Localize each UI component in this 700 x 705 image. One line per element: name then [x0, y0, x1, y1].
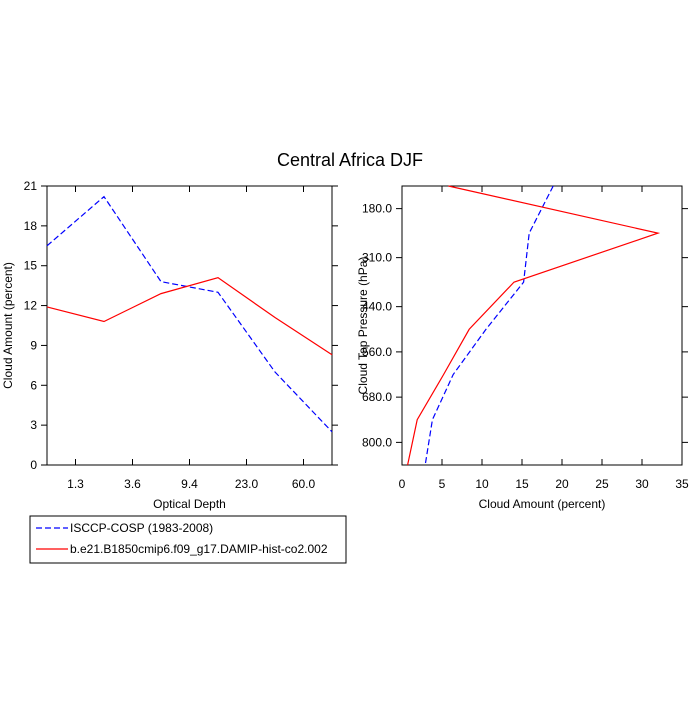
x-tick-label: 0 [399, 477, 406, 491]
plot-frame [46, 185, 333, 466]
y-tick-label: 800.0 [362, 435, 392, 449]
legend-label: b.e21.B1850cmip6.f09_g17.DAMIP-hist-co2.… [70, 542, 328, 556]
x-tick-label: 60.0 [292, 477, 316, 491]
y-tick-label: 18 [24, 219, 38, 233]
x-tick-label: 15 [515, 477, 529, 491]
y-tick-label: 680.0 [362, 390, 392, 404]
x-tick-label: 1.3 [67, 477, 84, 491]
y-tick-label: 9 [30, 338, 37, 352]
plot-frame [401, 185, 683, 466]
y-tick-label: 12 [24, 299, 38, 313]
legend-box [29, 515, 347, 564]
y-tick-label: 15 [24, 259, 38, 273]
y-tick-label: 3 [30, 418, 37, 432]
x-axis-label: Optical Depth [153, 497, 226, 511]
x-axis-label: Cloud Amount (percent) [479, 497, 606, 511]
y-tick-label: 310.0 [362, 251, 392, 265]
chart-title: Central Africa DJF [277, 150, 423, 170]
series-line [46, 195, 333, 433]
x-tick-label: 10 [475, 477, 489, 491]
series-line [46, 277, 333, 356]
series-line [407, 185, 661, 466]
y-axis-label: Cloud Amount (percent) [1, 262, 15, 389]
x-tick-label: 30 [635, 477, 649, 491]
y-axis-label: Cloud Top Pressure (hPa) [356, 257, 370, 395]
series-line [424, 185, 554, 466]
y-tick-label: 560.0 [362, 345, 392, 359]
x-tick-label: 23.0 [235, 477, 259, 491]
y-tick-label: 0 [30, 458, 37, 472]
y-tick-label: 6 [30, 378, 37, 392]
x-tick-label: 20 [555, 477, 569, 491]
y-tick-label: 440.0 [362, 300, 392, 314]
x-tick-label: 5 [439, 477, 446, 491]
x-tick-label: 9.4 [181, 477, 198, 491]
x-tick-label: 35 [675, 477, 689, 491]
y-tick-label: 21 [24, 179, 38, 193]
legend-label: ISCCP-COSP (1983-2008) [70, 521, 213, 535]
x-tick-label: 25 [595, 477, 609, 491]
y-tick-label: 180.0 [362, 202, 392, 216]
x-tick-label: 3.6 [124, 477, 141, 491]
